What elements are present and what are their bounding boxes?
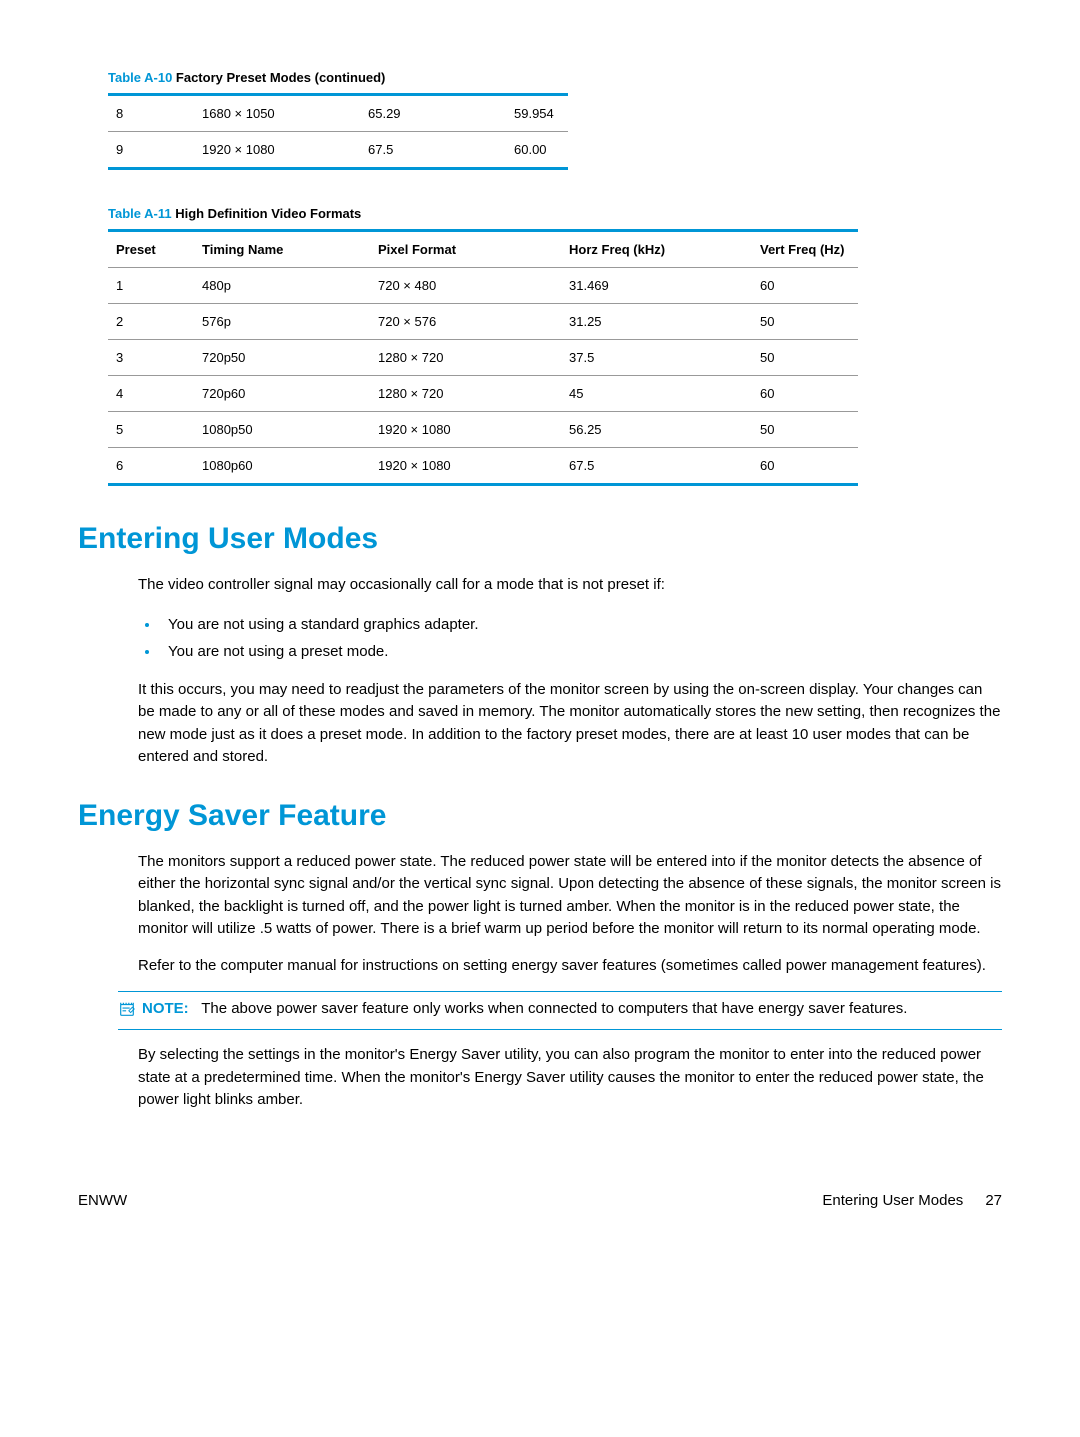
list-item: You are not using a preset mode. [160, 638, 1002, 665]
table-row: 4 720p60 1280 × 720 45 60 [108, 376, 858, 412]
cell: 5 [108, 412, 194, 448]
cell: 9 [108, 132, 194, 169]
cell: 67.5 [561, 448, 752, 485]
column-header: Preset [108, 231, 194, 268]
cell: 1920 × 1080 [370, 448, 561, 485]
table-a11-caption-prefix: Table A-11 [108, 206, 172, 221]
cell: 65.29 [360, 95, 506, 132]
cell: 31.469 [561, 268, 752, 304]
cell: 1920 × 1080 [370, 412, 561, 448]
cell: 37.5 [561, 340, 752, 376]
table-row: 9 1920 × 1080 67.5 60.00 [108, 132, 568, 169]
table-a11: Preset Timing Name Pixel Format Horz Fre… [108, 229, 858, 486]
note-label: NOTE: [142, 1000, 189, 1017]
cell: 1 [108, 268, 194, 304]
cell: 60 [752, 448, 858, 485]
paragraph: It this occurs, you may need to readjust… [138, 679, 1002, 769]
footer-left: ENWW [78, 1192, 127, 1209]
cell: 56.25 [561, 412, 752, 448]
paragraph: Refer to the computer manual for instruc… [138, 955, 1002, 978]
page-footer: ENWW Entering User Modes 27 [78, 1192, 1002, 1209]
cell: 1080p50 [194, 412, 370, 448]
bullet-list: You are not using a standard graphics ad… [138, 611, 1002, 665]
cell: 720 × 480 [370, 268, 561, 304]
table-a10-caption: Table A-10 Factory Preset Modes (continu… [108, 70, 1002, 85]
table-a10: 8 1680 × 1050 65.29 59.954 9 1920 × 1080… [108, 93, 568, 170]
cell: 60 [752, 268, 858, 304]
cell: 1920 × 1080 [194, 132, 360, 169]
note-text: NOTE: The above power saver feature only… [142, 998, 907, 1021]
cell: 4 [108, 376, 194, 412]
table-a11-caption: Table A-11 High Definition Video Formats [108, 206, 1002, 221]
table-row: 6 1080p60 1920 × 1080 67.5 60 [108, 448, 858, 485]
cell: 1280 × 720 [370, 340, 561, 376]
cell: 720p60 [194, 376, 370, 412]
list-item: You are not using a standard graphics ad… [160, 611, 1002, 638]
table-row: 3 720p50 1280 × 720 37.5 50 [108, 340, 858, 376]
table-a11-caption-rest: High Definition Video Formats [172, 206, 362, 221]
cell: 50 [752, 340, 858, 376]
cell: 50 [752, 412, 858, 448]
note-body: The above power saver feature only works… [201, 1000, 907, 1017]
table-header-row: Preset Timing Name Pixel Format Horz Fre… [108, 231, 858, 268]
heading-entering-user-modes: Entering User Modes [78, 522, 1002, 556]
table-a10-caption-rest: Factory Preset Modes (continued) [172, 70, 385, 85]
cell: 3 [108, 340, 194, 376]
cell: 6 [108, 448, 194, 485]
cell: 59.954 [506, 95, 568, 132]
cell: 67.5 [360, 132, 506, 169]
column-header: Timing Name [194, 231, 370, 268]
table-row: 2 576p 720 × 576 31.25 50 [108, 304, 858, 340]
footer-page-number: 27 [985, 1192, 1002, 1209]
column-header: Pixel Format [370, 231, 561, 268]
cell: 31.25 [561, 304, 752, 340]
heading-energy-saver-feature: Energy Saver Feature [78, 799, 1002, 833]
cell: 2 [108, 304, 194, 340]
cell: 8 [108, 95, 194, 132]
cell: 1680 × 1050 [194, 95, 360, 132]
cell: 50 [752, 304, 858, 340]
table-a10-caption-prefix: Table A-10 [108, 70, 172, 85]
table-row: 8 1680 × 1050 65.29 59.954 [108, 95, 568, 132]
note-icon [118, 1000, 138, 1023]
cell: 480p [194, 268, 370, 304]
table-row: 5 1080p50 1920 × 1080 56.25 50 [108, 412, 858, 448]
table-row: 1 480p 720 × 480 31.469 60 [108, 268, 858, 304]
column-header: Vert Freq (Hz) [752, 231, 858, 268]
cell: 576p [194, 304, 370, 340]
paragraph: By selecting the settings in the monitor… [138, 1044, 1002, 1112]
column-header: Horz Freq (kHz) [561, 231, 752, 268]
cell: 720p50 [194, 340, 370, 376]
note-box: NOTE: The above power saver feature only… [118, 991, 1002, 1030]
footer-section-title: Entering User Modes [822, 1192, 963, 1209]
cell: 60.00 [506, 132, 568, 169]
paragraph: The video controller signal may occasion… [138, 574, 1002, 597]
cell: 720 × 576 [370, 304, 561, 340]
cell: 1080p60 [194, 448, 370, 485]
cell: 60 [752, 376, 858, 412]
cell: 45 [561, 376, 752, 412]
paragraph: The monitors support a reduced power sta… [138, 851, 1002, 941]
cell: 1280 × 720 [370, 376, 561, 412]
